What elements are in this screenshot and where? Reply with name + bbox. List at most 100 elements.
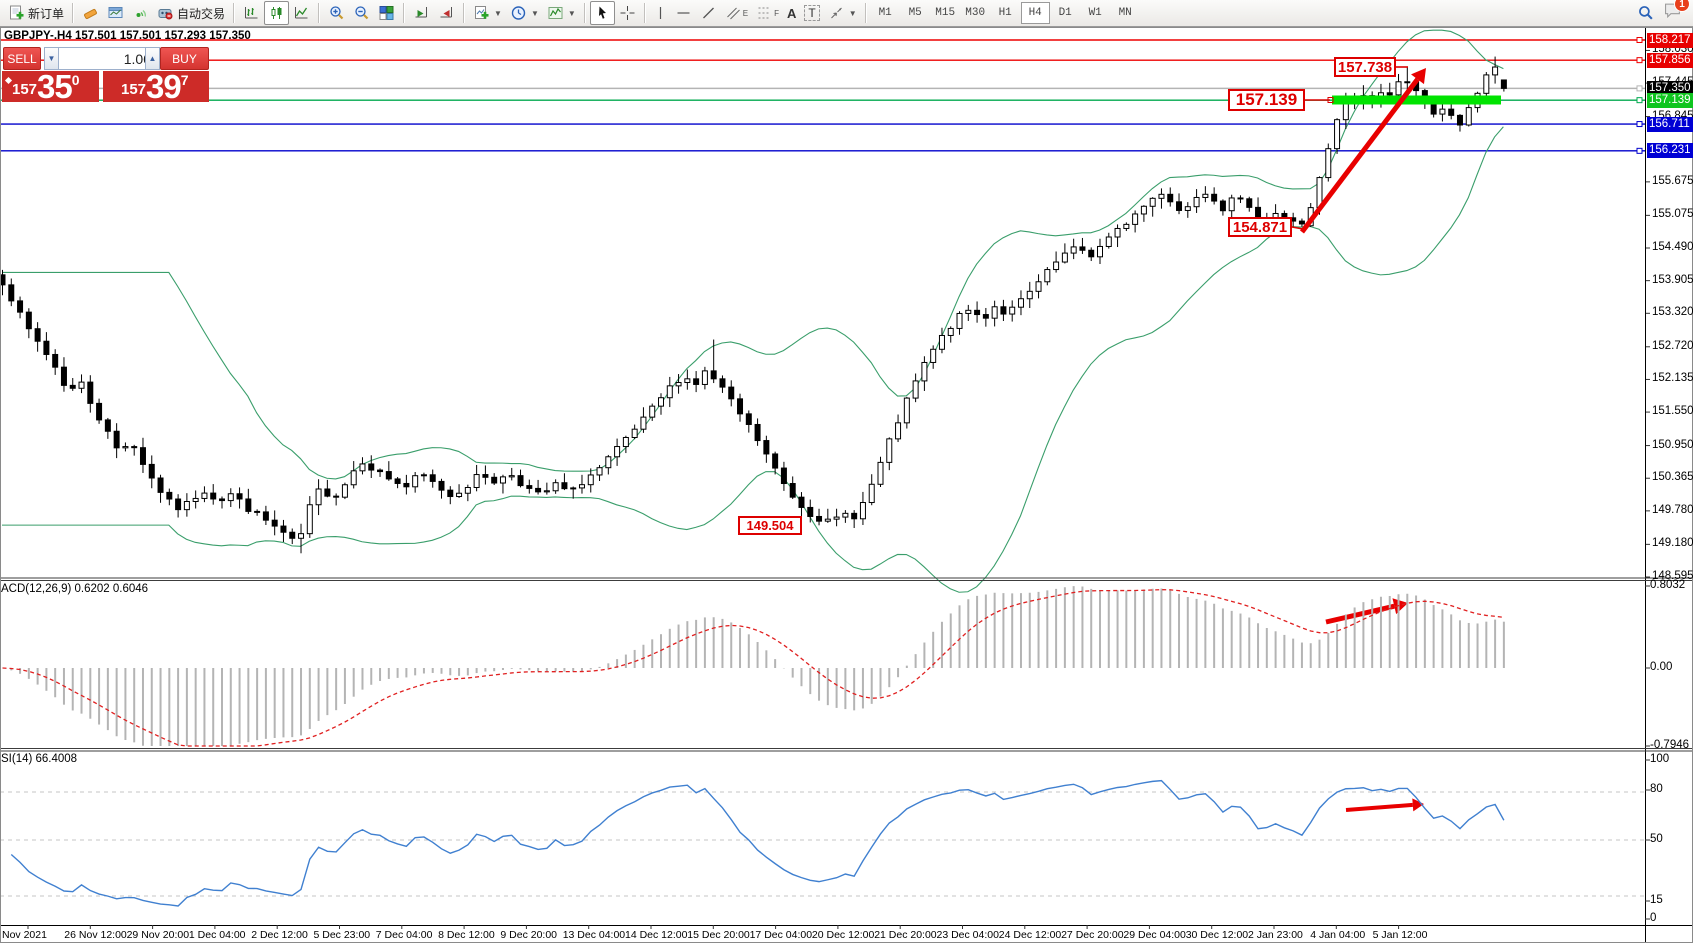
sell-button[interactable]: SELL [3,47,41,70]
signal-icon [136,9,147,17]
crayon-icon [84,9,97,19]
chart-window-icon [108,7,123,18]
timeframe-m15[interactable]: M15 [935,7,956,19]
notification-badge: 1 [1674,0,1690,12]
sell-price-sup: 0 [71,72,80,88]
volume-decrease-button[interactable]: ▼ [44,47,59,70]
text-tool-icon: A [787,5,797,21]
toolbar-right: 1 [1637,0,1690,24]
toolbar-separator [318,3,321,23]
equidistant-channel-tool[interactable]: E [721,1,752,25]
horizontal-line-icon [677,12,690,14]
line-chart-button[interactable] [289,1,314,25]
zoom-in-icon [330,6,344,20]
new-chart-button[interactable]: ▼ [469,1,506,25]
channel-icon [726,7,740,20]
toolbar-separator [864,3,867,23]
horizontal-line-tool[interactable] [671,1,696,25]
label-tool-icon: T [804,5,820,21]
text-tool[interactable]: A [783,1,800,25]
volume-increase-button[interactable]: ▲ [145,47,160,70]
timeframe-m5[interactable]: M5 [908,7,922,19]
tile-windows-button[interactable] [374,1,399,25]
dropdown-caret: ▼ [530,8,539,18]
cursor-tool-button[interactable] [589,1,615,25]
candlestick-chart-icon [271,7,282,19]
fibonacci-tool[interactable]: F [752,1,783,25]
bar-chart-icon [245,7,258,19]
bar-chart-button[interactable] [239,1,264,25]
chart-window-button[interactable] [103,1,128,25]
trendline-tool[interactable] [696,1,721,25]
sell-price-big: 35 [37,68,73,105]
notifications-button[interactable]: 1 [1663,0,1690,24]
periods-button[interactable]: ▼ [506,1,543,25]
auto-scroll-button[interactable] [409,1,434,25]
zoom-in-button[interactable] [324,1,349,25]
timeframe-h4[interactable]: H4 [1020,2,1050,24]
indicator-layer [0,586,1645,907]
chart-title: GBPJPY-.H4 157.501 157.501 157.293 157.3… [4,30,251,42]
crosshair-tool-button[interactable] [615,1,640,25]
toolbar-separator [233,3,236,23]
timeframe-h1[interactable]: H1 [998,7,1012,19]
new-order-label: 新订单 [28,6,65,21]
fibonacci-icon [758,7,771,19]
toolbar-separator [643,3,646,23]
arrows-tool[interactable]: ▼ [824,1,861,25]
dropdown-caret: ▼ [567,8,576,18]
indicators-button[interactable]: ▼ [543,1,580,25]
chart-shift-button[interactable] [434,1,459,25]
trendline-icon [702,7,714,19]
chart-shift-icon [440,7,453,18]
signals-button[interactable] [128,1,153,25]
toolbar-separator [463,3,466,23]
toolbar-separator [403,3,406,23]
timeframe-mn[interactable]: MN [1118,7,1132,19]
dropdown-caret: ▼ [848,8,857,18]
tile-windows-icon [379,6,394,20]
new-order-icon [10,5,24,20]
buy-price-display: 157 39 7 [103,68,209,105]
autotrading-label: 自动交易 [177,6,226,21]
vertical-line-icon [659,7,661,19]
timeframe-d1[interactable]: D1 [1058,7,1072,19]
fibo-glyph: F [774,8,780,18]
line-chart-icon [295,7,308,19]
indicators-icon [548,7,563,19]
drawings-layer[interactable] [1291,66,1501,812]
text-label-tool[interactable]: T [800,1,823,25]
one-click-trade-panel: SELL ▼ ▲ BUY 157 35 0 157 39 7 [2,45,209,105]
buy-price-small: 157 [121,81,147,98]
zoom-out-button[interactable] [349,1,374,25]
candlestick-chart-button[interactable] [264,1,290,25]
buy-price-big: 39 [146,68,182,105]
sell-price-display: 157 35 0 [2,68,99,105]
buy-button[interactable]: BUY [160,47,209,70]
vertical-line-tool[interactable] [650,1,671,25]
channel-glyph: E [742,8,749,18]
arrows-icon [830,7,842,19]
toolbar-separator [583,3,586,23]
volume-input[interactable] [59,47,157,70]
autotrading-button[interactable]: 自动交易 [153,1,229,25]
timeframe-w1[interactable]: W1 [1088,7,1102,19]
timeframe-m30[interactable]: M30 [965,7,986,19]
autotrading-icon [158,9,173,20]
search-icon[interactable] [1637,5,1655,22]
main-toolbar: 新订单 自动交易 [0,0,1693,27]
buy-price-sup: 7 [180,72,189,88]
sell-price-small: 157 [12,81,38,98]
timeframe-m1[interactable]: M1 [878,7,892,19]
dropdown-caret: ▼ [494,8,502,18]
toolbar-separator [72,3,75,23]
clock-icon [511,6,526,20]
bollinger-bands-layer [2,29,1504,593]
styles-button[interactable] [78,1,103,25]
candles-layer [0,56,1507,554]
auto-scroll-icon [415,7,428,18]
new-order-button[interactable]: 新订单 [4,1,68,25]
zoom-out-icon [355,6,369,20]
